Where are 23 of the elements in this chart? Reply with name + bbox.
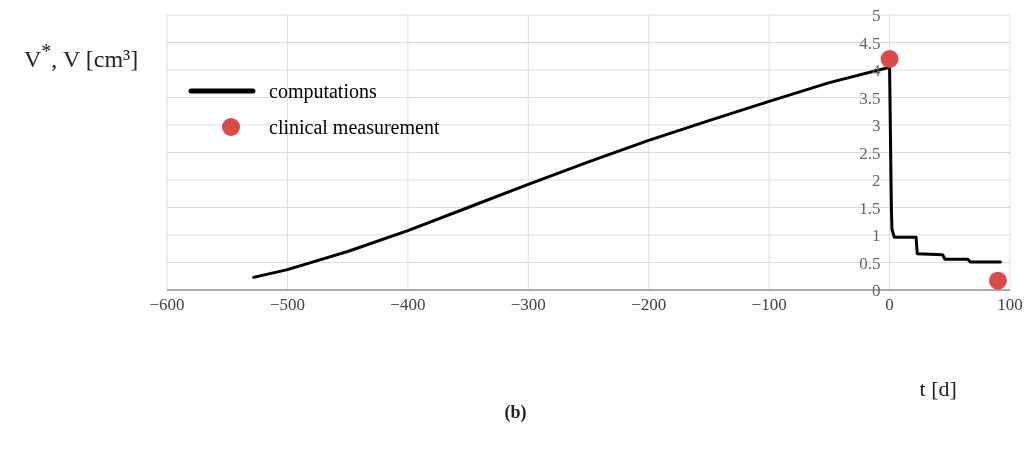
x-tick-label: 0 xyxy=(885,295,894,315)
y-tick-label: 3.5 xyxy=(859,88,881,108)
x-tick-label: −200 xyxy=(631,295,667,315)
x-tick-label: −500 xyxy=(269,295,305,315)
y-tick-label: 1.5 xyxy=(859,198,881,218)
y-tick-label: 0 xyxy=(872,281,881,300)
y-axis-title: V$^{*}$, V [cm³] xyxy=(24,40,139,72)
legend-label: clinical measurement xyxy=(269,115,440,139)
y-tick-label: 0.5 xyxy=(859,253,881,273)
x-tick-label: −300 xyxy=(510,295,546,315)
y-tick-label: 4.5 xyxy=(859,33,881,53)
y-tick-label: 2.5 xyxy=(859,143,881,163)
y-tick-label: 1 xyxy=(872,226,881,245)
x-tick-label: −600 xyxy=(149,295,185,315)
legend-label: computations xyxy=(269,79,377,103)
y-tick-label: 5 xyxy=(872,6,881,25)
text: (b) xyxy=(504,402,527,422)
x-tick-label: −100 xyxy=(751,295,787,315)
x-tick-label: −400 xyxy=(390,295,426,315)
y-tick-label: 3 xyxy=(872,116,881,135)
x-axis-title: t [d] xyxy=(919,376,957,401)
x-tick-label: 100 xyxy=(997,295,1023,315)
y-tick-label: 2 xyxy=(872,171,881,190)
